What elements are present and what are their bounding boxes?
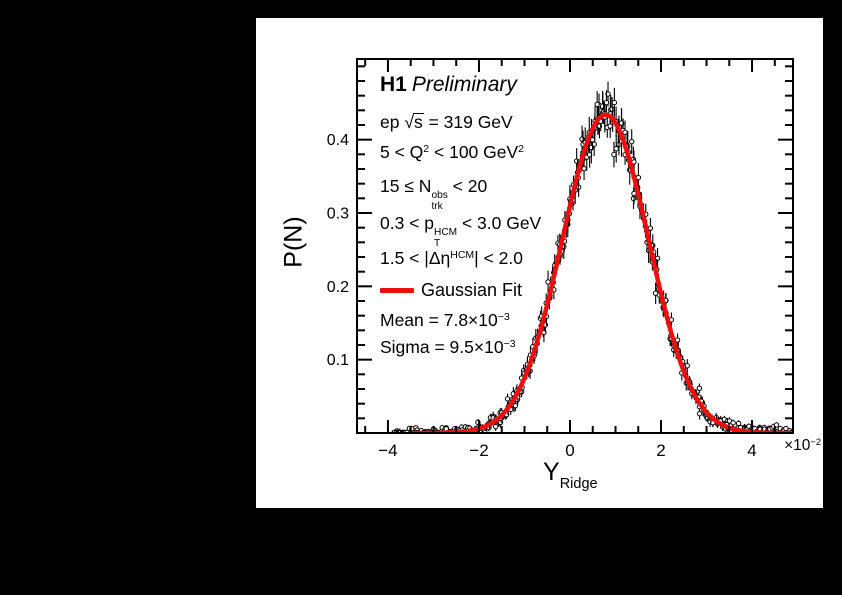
data-point-marker [622,129,628,135]
plot-frame [356,58,794,434]
data-point-marker [492,423,499,430]
condition-beam-energy: ep √s = 319 GeV [380,112,513,132]
data-point-marker [512,402,519,409]
data-point-marker [684,363,691,369]
chart-svg: −4 −2 0 2 4 0.1 0.2 0.3 0.4 [327,58,794,460]
x-tick-labels: −4 −2 0 2 4 [378,441,757,460]
data-point-marker [573,158,580,164]
data-point-marker [696,410,703,417]
data-point-marker [696,385,703,391]
condition-q2-range: 5 < Q2 < 100 GeV2 [380,142,525,162]
x-tick-label: −4 [378,441,397,460]
fit-sigma-value: Sigma = 9.5×10−3 [380,337,516,357]
y-tick-label: 0.3 [327,206,349,223]
condition-pt-range: 0.3 < p HCM T < 3.0 GeV [380,213,542,249]
condition-deta-range: 1.5 < |ΔηHCM| < 2.0 [380,248,523,268]
data-point-marker [504,396,511,402]
preliminary-label: Preliminary [411,73,517,96]
data-point-marker [654,255,661,261]
x-tick-label: 2 [656,441,665,460]
x-tick-label: 0 [565,441,574,460]
data-point-marker [589,137,596,143]
y-tick-labels: 0.1 0.2 0.3 0.4 [327,132,349,369]
data-point-marker [629,138,635,145]
data-point-marker [730,420,736,426]
data-point-marker [647,225,654,231]
data-point-marker [599,103,606,109]
legend-line-sample [380,288,414,293]
data-point-marker [613,146,619,152]
y-tick-label: 0.1 [327,352,349,369]
data-point-marker [594,101,600,108]
legend-label: Gaussian Fit [421,280,523,300]
data-point-marker [603,99,610,106]
y-axis-title: P(N) [279,216,308,268]
fit-mean-value: Mean = 7.8×10−3 [380,310,510,330]
data-point-marker [545,279,551,285]
h1-label: H1 [380,73,407,96]
y-tick-label: 0.2 [327,279,349,296]
x-axis-multiplier: ×10−2 [784,436,821,454]
data-point-marker [735,420,742,427]
experiment-title: H1 Preliminary [380,74,517,95]
data-point-marker [581,165,587,172]
y-tick-label: 0.4 [327,132,349,149]
legend-gaussian-fit: Gaussian Fit [380,280,522,301]
x-tick-label: −2 [469,441,488,460]
plot-panel: −4 −2 0 2 4 0.1 0.2 0.3 0.4 P(N) YRidge ×10−2 H1… [256,18,823,508]
data-point-marker [611,151,617,158]
data-point-marker [611,99,618,106]
data-point-marker [607,123,613,129]
data-point-marker [609,106,615,112]
x-axis-title: YRidge [543,458,598,492]
axis-ticks [357,59,793,433]
x-tick-label: 4 [747,441,756,460]
